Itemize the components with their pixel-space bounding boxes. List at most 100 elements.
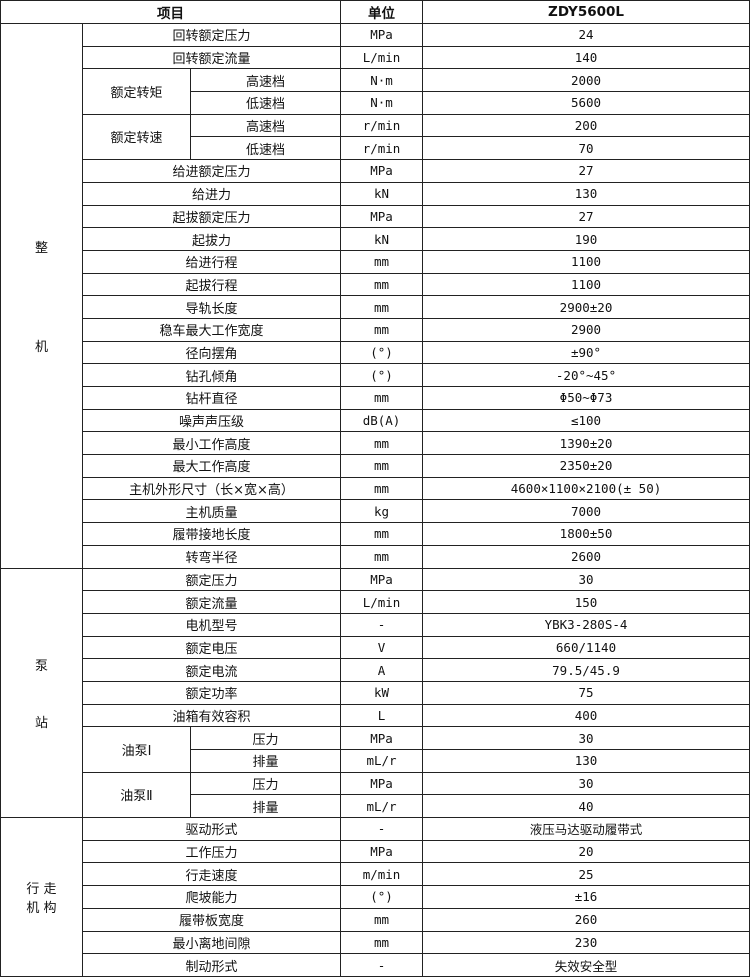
item-label: 回转额定压力 — [81, 23, 342, 47]
item-label: 压力 — [189, 771, 342, 796]
table-row: 最小工作高度 mm 1390±20 — [1, 431, 750, 456]
value-cell: 70 — [422, 136, 750, 161]
table-row: 制动形式 - 失效安全型 — [1, 953, 750, 977]
section-label-line: 机 构 — [26, 900, 57, 916]
unit-cell: mm — [340, 544, 424, 569]
value-cell: 24 — [422, 23, 750, 47]
table-row: 给进力 kN 130 — [1, 181, 750, 206]
table-row: 导轨长度 mm 2900±20 — [1, 295, 750, 319]
unit-cell: - — [340, 953, 424, 977]
value-cell: 2350±20 — [422, 454, 750, 478]
value-cell: 1100 — [422, 249, 750, 274]
table-row: 稳车最大工作宽度 mm 2900 — [1, 317, 750, 342]
value-cell: 5600 — [422, 91, 750, 115]
item-label: 主机外形尺寸（长×宽×高） — [81, 476, 342, 501]
unit-cell: L/min — [340, 45, 424, 70]
item-label: 最大工作高度 — [81, 454, 342, 478]
value-cell: 液压马达驱动履带式 — [422, 817, 750, 841]
value-cell: 400 — [422, 703, 750, 728]
value-cell: 260 — [422, 907, 750, 932]
table-row: 额定功率 kW 75 — [1, 680, 750, 705]
value-cell: YBK3-280S-4 — [422, 612, 750, 637]
unit-cell: (°) — [340, 363, 424, 387]
value-cell: 2900 — [422, 317, 750, 342]
value-cell: 79.5/45.9 — [422, 658, 750, 682]
unit-cell: kN — [340, 227, 424, 251]
unit-cell: MPa — [340, 771, 424, 796]
item-label: 履带接地长度 — [81, 522, 342, 546]
item-label: 低速档 — [189, 91, 342, 115]
item-label: 履带板宽度 — [81, 907, 342, 932]
table-row: 给进行程 mm 1100 — [1, 249, 750, 274]
table-row: 最小离地间隙 mm 230 — [1, 930, 750, 955]
unit-cell: MPa — [340, 726, 424, 750]
table-row: 起拔额定压力 MPa 27 — [1, 204, 750, 229]
table-row: 履带接地长度 mm 1800±50 — [1, 522, 750, 546]
table-row: 电机型号 - YBK3-280S-4 — [1, 612, 750, 637]
item-label: 给进额定压力 — [81, 159, 342, 183]
item-label: 起拔行程 — [81, 272, 342, 297]
unit-cell: MPa — [340, 204, 424, 229]
item-label: 转弯半径 — [81, 544, 342, 569]
unit-cell: mL/r — [340, 749, 424, 773]
value-cell: 1390±20 — [422, 431, 750, 456]
unit-cell: (°) — [340, 340, 424, 365]
table-row: 额定电压 V 660/1140 — [1, 635, 750, 660]
section-label: 泵站 — [0, 567, 83, 819]
item-label: 高速档 — [189, 113, 342, 138]
item-label: 驱动形式 — [81, 817, 342, 841]
value-cell: 失效安全型 — [422, 953, 750, 977]
item-label: 制动形式 — [81, 953, 342, 977]
unit-cell: MPa — [340, 567, 424, 592]
header-item: 项目 — [0, 0, 342, 24]
item-label: 径向摆角 — [81, 340, 342, 365]
value-cell: ±90° — [422, 340, 750, 365]
value-cell: 40 — [422, 794, 750, 819]
table-row: 额定电流 A 79.5/45.9 — [1, 658, 750, 682]
item-label: 给进行程 — [81, 249, 342, 274]
item-label: 导轨长度 — [81, 295, 342, 319]
unit-cell: A — [340, 658, 424, 682]
table-row: 泵站额定压力 MPa 30 — [0, 567, 750, 819]
value-cell: Φ50~Φ73 — [422, 386, 750, 410]
table-row: 工作压力 MPa 20 — [1, 839, 750, 864]
unit-cell: L/min — [340, 590, 424, 614]
table-row: 钻杆直径 mm Φ50~Φ73 — [1, 386, 750, 410]
value-cell: 7000 — [422, 499, 750, 524]
value-cell: 140 — [422, 45, 750, 70]
unit-cell: MPa — [340, 839, 424, 864]
table-row: 回转额定流量 L/min 140 — [1, 45, 750, 70]
table-row: 噪声声压级 dB(A) ≤100 — [1, 408, 750, 433]
value-cell: 130 — [422, 181, 750, 206]
item-label: 额定功率 — [81, 680, 342, 705]
value-cell: 4600×1100×2100(± 50) — [422, 476, 750, 501]
unit-cell: mm — [340, 431, 424, 456]
unit-cell: MPa — [340, 159, 424, 183]
value-cell: ≤100 — [422, 408, 750, 433]
item-label: 钻杆直径 — [81, 386, 342, 410]
item-label: 钻孔倾角 — [81, 363, 342, 387]
item-label: 噪声声压级 — [81, 408, 342, 433]
subgroup-label: 额定转矩 — [82, 68, 191, 115]
item-label: 低速档 — [189, 136, 342, 161]
table-row: 整机回转额定压力 MPa 24 — [0, 23, 750, 569]
item-label: 起拔力 — [81, 227, 342, 251]
value-cell: 2600 — [422, 544, 750, 569]
value-cell: 150 — [422, 590, 750, 614]
item-label: 稳车最大工作宽度 — [81, 317, 342, 342]
item-label: 最小工作高度 — [81, 431, 342, 456]
header-unit: 单位 — [340, 0, 424, 24]
table-row: 额定转矩 高速档 N·m 2000 — [1, 68, 750, 115]
unit-cell: kN — [340, 181, 424, 206]
section-label-line: 行 走 — [26, 881, 57, 897]
item-label: 压力 — [189, 726, 342, 750]
item-label: 回转额定流量 — [81, 45, 342, 70]
table-row: 起拔行程 mm 1100 — [1, 272, 750, 297]
value-cell: 30 — [422, 726, 750, 750]
table-row: 额定转速 高速档 r/min 200 — [1, 113, 750, 161]
table-row: 钻孔倾角 (°) -20°~45° — [1, 363, 750, 387]
header-row: 项目 单位 ZDY5600L — [0, 0, 750, 24]
value-cell: 130 — [422, 749, 750, 773]
unit-cell: mm — [340, 249, 424, 274]
